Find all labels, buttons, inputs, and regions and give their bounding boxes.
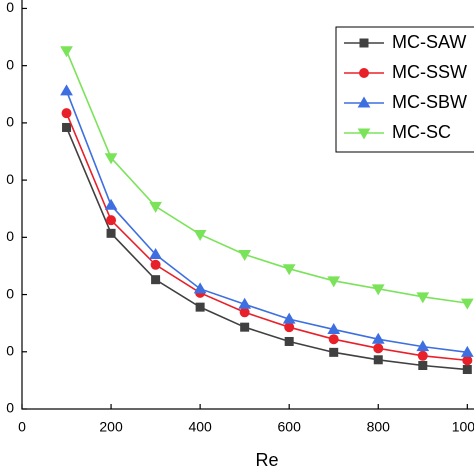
marker: [371, 284, 385, 296]
marker: [238, 250, 252, 261]
y-tick-label: 0: [6, 114, 14, 130]
y-tick-label: 0: [6, 171, 14, 187]
marker: [460, 345, 474, 357]
marker: [418, 361, 428, 371]
marker: [417, 350, 428, 361]
marker: [462, 365, 472, 375]
legend-label: MC-SSW: [392, 62, 467, 82]
plot-frame: [21, 0, 474, 410]
y-tick-label: 0: [6, 228, 14, 244]
marker: [195, 302, 205, 312]
marker: [60, 84, 73, 96]
marker: [357, 128, 371, 140]
series-line: [65, 50, 468, 304]
series-line: [65, 127, 468, 371]
y-tick-label: 0: [6, 400, 14, 416]
marker: [328, 334, 339, 345]
x-tick-label: 1000: [452, 419, 474, 435]
marker: [371, 332, 385, 344]
marker: [104, 198, 118, 210]
marker: [150, 259, 161, 270]
marker: [284, 322, 295, 333]
y-tick-label: 0: [6, 342, 14, 358]
marker: [329, 347, 339, 357]
x-tick-label: 0: [18, 419, 26, 435]
y-tick-label: 0: [6, 285, 14, 301]
marker: [373, 355, 383, 365]
marker: [106, 228, 116, 238]
marker: [284, 336, 294, 346]
marker: [193, 282, 207, 294]
x-axis-label: Re: [255, 450, 278, 470]
marker: [462, 355, 473, 366]
marker: [282, 264, 296, 276]
marker: [106, 215, 117, 226]
marker: [359, 38, 369, 48]
marker: [149, 201, 162, 213]
marker: [460, 298, 474, 310]
legend-label: MC-SC: [392, 122, 451, 142]
legend-label: MC-SAW: [392, 32, 466, 52]
x-tick-label: 800: [367, 419, 391, 435]
y-tick-label: 0: [6, 0, 14, 15]
marker: [61, 108, 72, 119]
marker: [104, 153, 118, 165]
y-tick-label: 0: [6, 56, 14, 72]
marker: [238, 297, 252, 309]
x-tick-label: 600: [278, 419, 302, 435]
marker: [373, 343, 384, 354]
marker: [149, 248, 162, 259]
marker: [359, 68, 369, 78]
marker: [239, 307, 250, 318]
marker: [416, 292, 430, 304]
x-tick-label: 200: [99, 419, 123, 435]
marker: [60, 46, 73, 58]
marker: [240, 322, 250, 332]
marker: [327, 276, 341, 288]
marker: [357, 96, 371, 108]
marker: [62, 122, 72, 132]
marker: [193, 229, 207, 241]
marker: [416, 340, 430, 352]
series-line: [65, 90, 468, 354]
series-line: [65, 112, 468, 362]
marker: [327, 322, 341, 334]
marker: [151, 275, 161, 285]
legend-box: [335, 26, 474, 153]
legend-label: MC-SBW: [392, 92, 467, 112]
x-tick-label: 400: [188, 419, 212, 435]
marker: [282, 312, 296, 324]
